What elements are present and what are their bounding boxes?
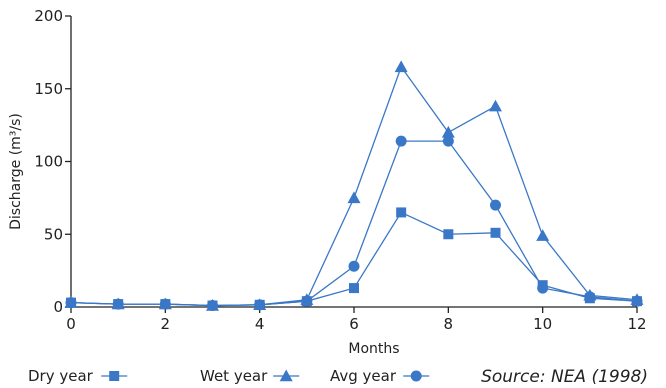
triangle-marker <box>536 229 550 241</box>
triangle-marker <box>489 99 502 112</box>
circle-marker <box>631 295 643 307</box>
legend: Dry year Wet year Avg year <box>28 367 430 385</box>
y-tick-label: 150 <box>34 80 63 98</box>
x-tick-label: 8 <box>444 315 454 333</box>
series-wet-year <box>64 60 644 311</box>
circle-marker <box>301 295 313 307</box>
x-tick-label: 0 <box>66 315 76 333</box>
y-tick-label: 0 <box>53 298 63 316</box>
circle-marker <box>490 199 501 211</box>
source-note: Source: NEA (1998) <box>481 367 648 387</box>
square-marker <box>396 207 407 218</box>
avg-year-line <box>70 140 638 307</box>
circle-marker <box>410 370 422 382</box>
square-marker <box>490 227 501 238</box>
y-tick-label: 50 <box>44 225 63 243</box>
circle-marker <box>584 291 596 303</box>
circle-marker <box>112 298 124 310</box>
square-marker <box>349 283 359 294</box>
y-tick-label: 200 <box>34 7 63 25</box>
legend-label: Wet year <box>200 367 268 385</box>
square-marker <box>109 371 120 381</box>
x-axis-label: Months <box>348 341 399 357</box>
triangle-marker <box>279 369 293 382</box>
circle-marker <box>442 135 454 147</box>
legend-item-avg-year: Avg year <box>330 367 430 385</box>
series-avg-year <box>65 135 643 312</box>
triangle-marker <box>347 191 361 204</box>
circle-marker <box>395 135 407 147</box>
legend-item-wet-year: Wet year <box>200 367 300 385</box>
legend-label: Avg year <box>330 367 397 385</box>
triangle-marker <box>441 125 455 138</box>
circle-marker <box>65 297 77 309</box>
circle-marker <box>207 300 218 312</box>
series-dry-year <box>66 207 642 311</box>
y-tick-label: 100 <box>34 153 63 171</box>
circle-marker <box>254 299 266 311</box>
x-tick-label: 12 <box>627 315 646 333</box>
series-layer <box>64 60 644 312</box>
x-tick-label: 6 <box>349 315 359 333</box>
x-tick-label: 2 <box>161 315 171 333</box>
legend-item-dry-year: Dry year <box>28 367 128 385</box>
triangle-marker <box>394 60 408 73</box>
circle-marker <box>159 298 171 310</box>
y-axis-label: Discharge (m³/s) <box>8 113 24 230</box>
x-tick-label: 4 <box>255 315 265 333</box>
axes: 0 2 4 6 8 10 12 0 50 100 150 200 <box>34 7 646 333</box>
x-tick-label: 10 <box>533 315 552 333</box>
legend-label: Dry year <box>28 367 94 385</box>
square-marker <box>443 229 454 240</box>
circle-marker <box>348 260 360 272</box>
circle-marker <box>537 282 549 294</box>
